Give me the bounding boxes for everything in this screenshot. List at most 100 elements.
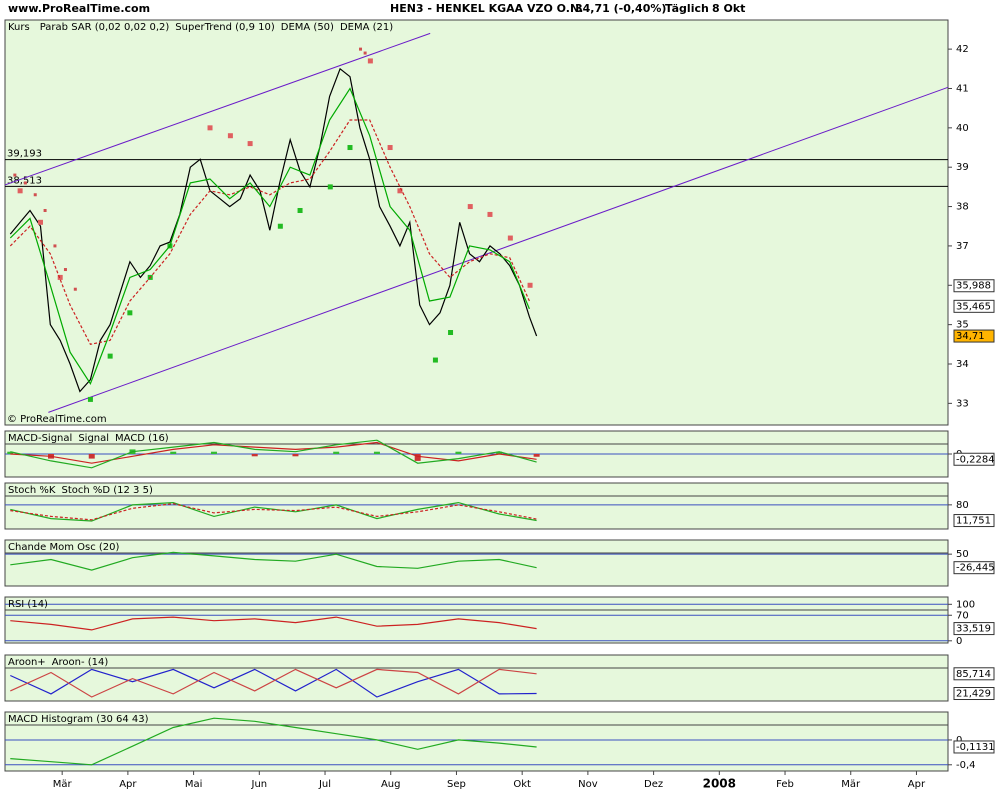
series-line	[10, 501, 537, 522]
x-tick-label: Sep	[447, 779, 466, 790]
value-marker	[953, 667, 995, 681]
series-line	[10, 668, 537, 698]
dot	[87, 396, 93, 402]
y-tick-label: 40	[956, 123, 969, 134]
y-tick-label: 38	[956, 202, 969, 213]
y-tick-label: 41	[956, 83, 969, 94]
dot	[347, 145, 353, 151]
dot	[507, 235, 513, 241]
series-line	[9, 67, 538, 393]
dot	[467, 204, 473, 210]
legend-entry: Signal	[78, 433, 109, 444]
value-marker-label: -0,1131	[956, 742, 995, 753]
dot	[17, 188, 23, 194]
dot	[527, 282, 533, 288]
quote: 34,71 (-0,40%)	[575, 2, 666, 15]
bar	[170, 451, 177, 454]
value-marker-label: 35,988	[956, 281, 991, 292]
instrument-title: HEN3 - HENKEL KGAA VZO O.N.	[390, 2, 583, 15]
series-line	[10, 503, 537, 521]
dot	[43, 208, 47, 212]
panel	[4, 654, 949, 702]
y-tick-label: 34	[956, 359, 969, 370]
y-tick-label: 39	[956, 162, 969, 173]
dot	[63, 268, 67, 272]
dot	[432, 357, 438, 363]
bar	[373, 451, 380, 454]
x-tick-label: Apr	[119, 779, 137, 790]
dot	[37, 219, 43, 225]
series-line	[10, 439, 537, 469]
x-tick-label: Dez	[644, 779, 663, 790]
dot	[227, 133, 233, 139]
legend-entry: Aroon+	[8, 657, 46, 668]
dot	[297, 207, 303, 213]
level-label: 39,193	[7, 149, 42, 160]
bar	[251, 454, 258, 457]
y-tick-label: -0,4	[956, 760, 976, 771]
period: Täglich	[665, 2, 709, 15]
x-tick-label: Apr	[908, 779, 926, 790]
value-marker-label: 85,714	[956, 669, 991, 680]
x-tick-label: Feb	[776, 779, 794, 790]
dot	[277, 223, 283, 229]
dot	[23, 181, 27, 185]
series-line	[10, 616, 537, 631]
bar	[496, 451, 503, 454]
y-tick-label: 35	[956, 320, 969, 331]
x-tick-label: Jun	[251, 779, 268, 790]
value-marker	[953, 299, 995, 313]
value-marker	[953, 687, 995, 701]
panel-title: Kurs	[8, 22, 30, 33]
legend-entry: Parab SAR (0,02 0,02 0,2)	[40, 22, 170, 33]
legend-entry: Aroon- (14)	[52, 657, 109, 668]
bar	[210, 451, 217, 454]
dot	[363, 51, 367, 55]
dot	[207, 125, 213, 131]
value-marker	[953, 622, 995, 636]
legend-entry: RSI (14)	[8, 599, 48, 610]
dot	[57, 274, 63, 280]
legend-entry: SuperTrend (0,9 10)	[175, 22, 275, 33]
series-line	[10, 717, 537, 766]
dot	[247, 141, 253, 147]
level-label: 38,513	[7, 175, 42, 186]
trend-line	[48, 86, 949, 413]
copyright: © ProRealTime.com	[7, 414, 107, 425]
x-tick-label: Mär	[53, 779, 73, 790]
value-marker	[953, 279, 995, 293]
dot	[387, 145, 393, 151]
x-tick-label: Nov	[578, 779, 598, 790]
x-tick-label: 2008	[703, 777, 736, 791]
dot	[367, 58, 373, 64]
bar	[455, 451, 462, 454]
dot	[359, 47, 363, 51]
dot	[327, 184, 333, 190]
value-marker	[953, 740, 995, 754]
site: www.ProRealTime.com	[8, 2, 150, 15]
panel	[4, 539, 949, 587]
series-line	[9, 87, 530, 386]
series-line	[10, 441, 537, 464]
dot	[33, 193, 37, 197]
value-marker	[953, 329, 995, 343]
bar	[88, 454, 95, 459]
value-marker	[953, 561, 995, 575]
legend-entry: MACD (16)	[115, 433, 169, 444]
x-tick-label: Jul	[318, 779, 331, 790]
value-marker-label: 21,429	[956, 689, 991, 700]
value-marker-label: 11,751	[956, 516, 991, 527]
x-tick-label: Mär	[841, 779, 861, 790]
dot	[487, 211, 493, 217]
y-tick-label: 42	[956, 44, 969, 55]
x-tick-label: Okt	[513, 779, 531, 790]
trend-line	[4, 32, 431, 186]
legend-entry: Stoch %K	[8, 485, 56, 496]
dot	[53, 244, 57, 248]
dot	[107, 353, 113, 359]
y-tick-label: 33	[956, 398, 969, 409]
legend-entry: DEMA (50)	[281, 22, 334, 33]
x-tick-label: Aug	[381, 779, 401, 790]
bar	[414, 454, 421, 461]
